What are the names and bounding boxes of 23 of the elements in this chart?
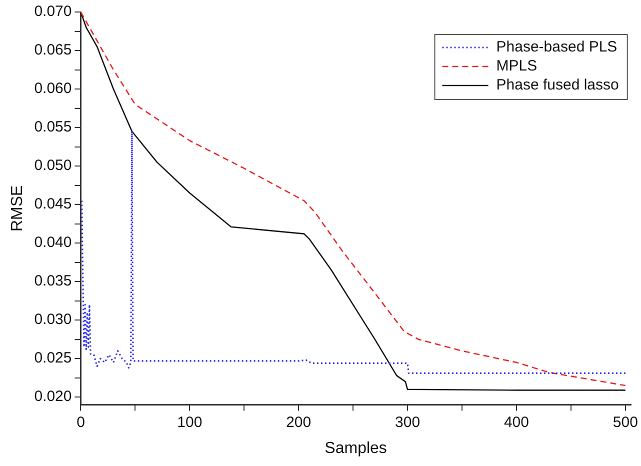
y-axis-title: RMSE xyxy=(9,185,26,232)
legend-label: Phase-based PLS xyxy=(496,38,618,56)
legend-label: Phase fused lasso xyxy=(496,76,619,94)
x-axis-title: Samples xyxy=(324,440,387,457)
y-tick-label: 0.020 xyxy=(34,388,72,406)
x-tick-label: 0 xyxy=(76,414,85,431)
x-tick-label: 100 xyxy=(177,414,202,431)
y-tick-label: 0.070 xyxy=(34,3,72,20)
x-tick-label: 500 xyxy=(612,414,638,431)
y-tick-label: 0.025 xyxy=(34,350,72,367)
y-tick-label: 0.045 xyxy=(34,196,72,213)
y-tick-label: 0.065 xyxy=(34,42,72,59)
y-tick-label: 0.040 xyxy=(34,234,72,252)
legend-label: MPLS xyxy=(496,58,538,75)
y-tick-label: 0.035 xyxy=(34,272,72,290)
line-series xyxy=(81,130,626,374)
y-tick-label: 0.030 xyxy=(34,311,72,328)
x-tick-label: 400 xyxy=(504,414,529,431)
y-tick-label: 0.060 xyxy=(34,80,72,98)
x-tick-label: 300 xyxy=(395,414,420,431)
x-tick-label: 200 xyxy=(286,414,312,431)
y-tick-label: 0.050 xyxy=(34,157,72,174)
y-tick-label: 0.055 xyxy=(34,118,72,136)
